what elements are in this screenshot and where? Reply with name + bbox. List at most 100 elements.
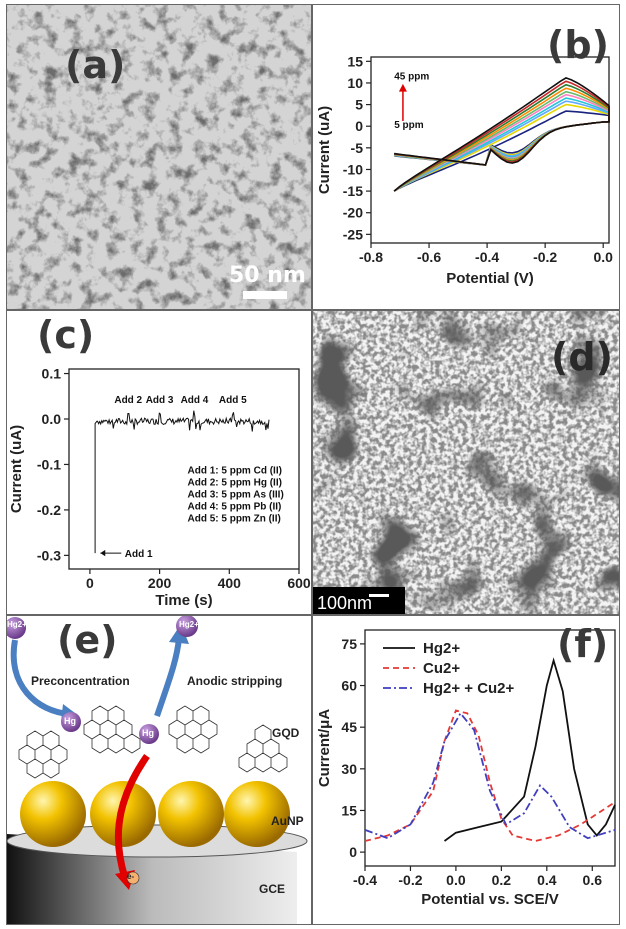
x-tick-label: -0.4 — [353, 872, 377, 888]
x-tick-label: 0.4 — [537, 872, 557, 888]
y-tick-label: 10 — [347, 75, 363, 91]
y-tick-label: -0.1 — [37, 456, 61, 472]
panel-a: (a) 50 nm — [6, 4, 312, 310]
panel-f: -0.4 -0.2 0.0 0.2 0.4 0.6 0 15 30 45 60 75 Potential… — [312, 615, 620, 925]
legend-label: Hg2+ — [423, 640, 460, 657]
panel-label-e: (e) — [57, 618, 118, 662]
schematic-e — [7, 616, 308, 924]
y-tick-label: 30 — [341, 761, 357, 777]
hg-ion — [61, 712, 81, 732]
aunp-sphere — [158, 781, 224, 847]
y-tick-label: 15 — [347, 53, 363, 69]
annotation-5ppm: 5 ppm — [394, 120, 424, 131]
x-tick-label: 0.0 — [593, 249, 613, 265]
stripping-label: Anodic stripping — [187, 674, 283, 688]
y-tick-label: 5 — [355, 97, 363, 113]
preconcentration-arrow — [10, 639, 70, 717]
chart-f: -0.4 -0.2 0.0 0.2 0.4 0.6 0 15 30 45 60 75 Potential… — [316, 629, 616, 908]
scalebar-d — [369, 594, 389, 597]
scalebar-box-d — [313, 587, 405, 614]
ion-label-top-left: Hg2+ — [7, 620, 27, 629]
add-annotation: Add 1 — [125, 549, 153, 560]
amperometric-trace — [94, 410, 270, 554]
hg-ion — [176, 616, 198, 637]
gqd-cluster — [18, 705, 288, 779]
legend-entry: Add 4: 5 ppm Pb (II) — [187, 502, 281, 513]
ion-label-top-right: Hg2+ — [179, 620, 199, 629]
panel-label-c: (c) — [37, 313, 95, 357]
y-axis-label: Current (uA) — [316, 106, 333, 194]
ion-label-mid-left: Hg — [64, 716, 76, 726]
panel-c: 0 200 400 600 0.1 0.0 -0.1 -0.2 -0.3 Time (s) Curr… — [6, 310, 312, 615]
y-tick-label: 60 — [341, 678, 357, 694]
x-axis-label: Potential (V) — [446, 270, 534, 287]
legend-entry: Add 1: 5 ppm Cd (II) — [187, 466, 281, 477]
electron-arrow — [114, 753, 150, 880]
panel-label-b: (b) — [547, 23, 609, 67]
sem-image — [313, 311, 619, 614]
x-axis-label: Potential vs. SCE/V — [421, 891, 559, 908]
y-tick-label: 0.1 — [42, 366, 62, 382]
cv-curve — [393, 100, 610, 192]
y-tick-label: 15 — [341, 802, 357, 818]
cv-curve — [393, 77, 610, 192]
y-tick-label: 0.0 — [42, 411, 62, 427]
aunp-sphere — [224, 781, 290, 847]
gce-label: GCE — [259, 882, 286, 896]
panel-d: (d) 100nm — [312, 310, 620, 615]
x-tick-label: 400 — [218, 575, 242, 591]
electron — [126, 871, 140, 885]
panel-label-f: (f) — [557, 622, 609, 666]
x-tick-label: -0.6 — [417, 249, 441, 265]
x-tick-label: 600 — [287, 575, 311, 591]
y-tick-label: -15 — [343, 183, 363, 199]
y-axis-label: Current (uA) — [8, 425, 25, 513]
add-annotation: Add 5 — [219, 395, 247, 406]
voltammogram-curve — [364, 711, 616, 840]
x-tick-label: 0.6 — [583, 872, 603, 888]
x-tick-label: 0 — [86, 575, 94, 591]
y-axis-label: Current/μA — [316, 709, 333, 788]
x-tick-label: -0.4 — [475, 249, 499, 265]
panel-e: (e) Hg2+ Hg2+ Hg Hg Preconcentration Ano… — [6, 615, 312, 925]
x-tick-label: 0.2 — [492, 872, 512, 888]
add-annotation: Add 2 — [114, 395, 142, 406]
tem-image — [7, 5, 311, 309]
aunp-label: AuNP — [271, 814, 304, 828]
hg-ion — [139, 724, 159, 744]
y-tick-label: -20 — [343, 205, 363, 221]
legend-entry: Add 2: 5 ppm Hg (II) — [187, 478, 281, 489]
plot-frame — [370, 56, 610, 244]
gce-electrode — [7, 834, 297, 924]
stripping-arrow — [154, 637, 182, 717]
stripping-arrowhead — [169, 624, 189, 644]
panel-label-a: (a) — [65, 43, 126, 87]
voltammogram-curve — [364, 709, 616, 842]
add-arrowhead — [100, 549, 106, 557]
electron-label: e- — [127, 872, 135, 881]
panel-label-d: (d) — [551, 335, 613, 379]
y-tick-label: -0.3 — [37, 547, 61, 563]
legend-entry: Add 5: 5 ppm Zn (II) — [187, 514, 280, 525]
voltammogram-curve — [443, 657, 616, 842]
y-tick-label: -25 — [343, 226, 363, 242]
scalebar-a — [243, 291, 287, 299]
y-tick-label: 0 — [355, 118, 363, 134]
chart-b: -0.8 -0.6 -0.4 -0.2 0.0 -25 -20 -15 -10 -5 0 5 10 15 P… — [316, 53, 613, 287]
scalebar-label-a: 50 nm — [229, 263, 306, 288]
x-axis-label: Time (s) — [155, 592, 212, 609]
y-tick-label: -10 — [343, 161, 363, 177]
annotation-45ppm: 45 ppm — [394, 71, 429, 82]
scalebar-label-d: 100nm — [317, 593, 373, 613]
legend-label: Cu2+ — [423, 660, 460, 677]
y-tick-label: 0 — [349, 844, 357, 860]
x-tick-label: -0.8 — [359, 249, 383, 265]
x-tick-label: 200 — [148, 575, 172, 591]
plot-frame — [68, 368, 300, 570]
panel-b: -0.8 -0.6 -0.4 -0.2 0.0 -25 -20 -15 -10 -5 0 5 10 15 P… — [312, 4, 620, 310]
y-tick-label: -0.2 — [37, 502, 61, 518]
cv-curve — [393, 103, 610, 192]
chart-c: 0 200 400 600 0.1 0.0 -0.1 -0.2 -0.3 Time (s) Curr… — [8, 366, 311, 609]
y-tick-label: -5 — [351, 140, 364, 156]
hg-ion — [7, 617, 26, 639]
